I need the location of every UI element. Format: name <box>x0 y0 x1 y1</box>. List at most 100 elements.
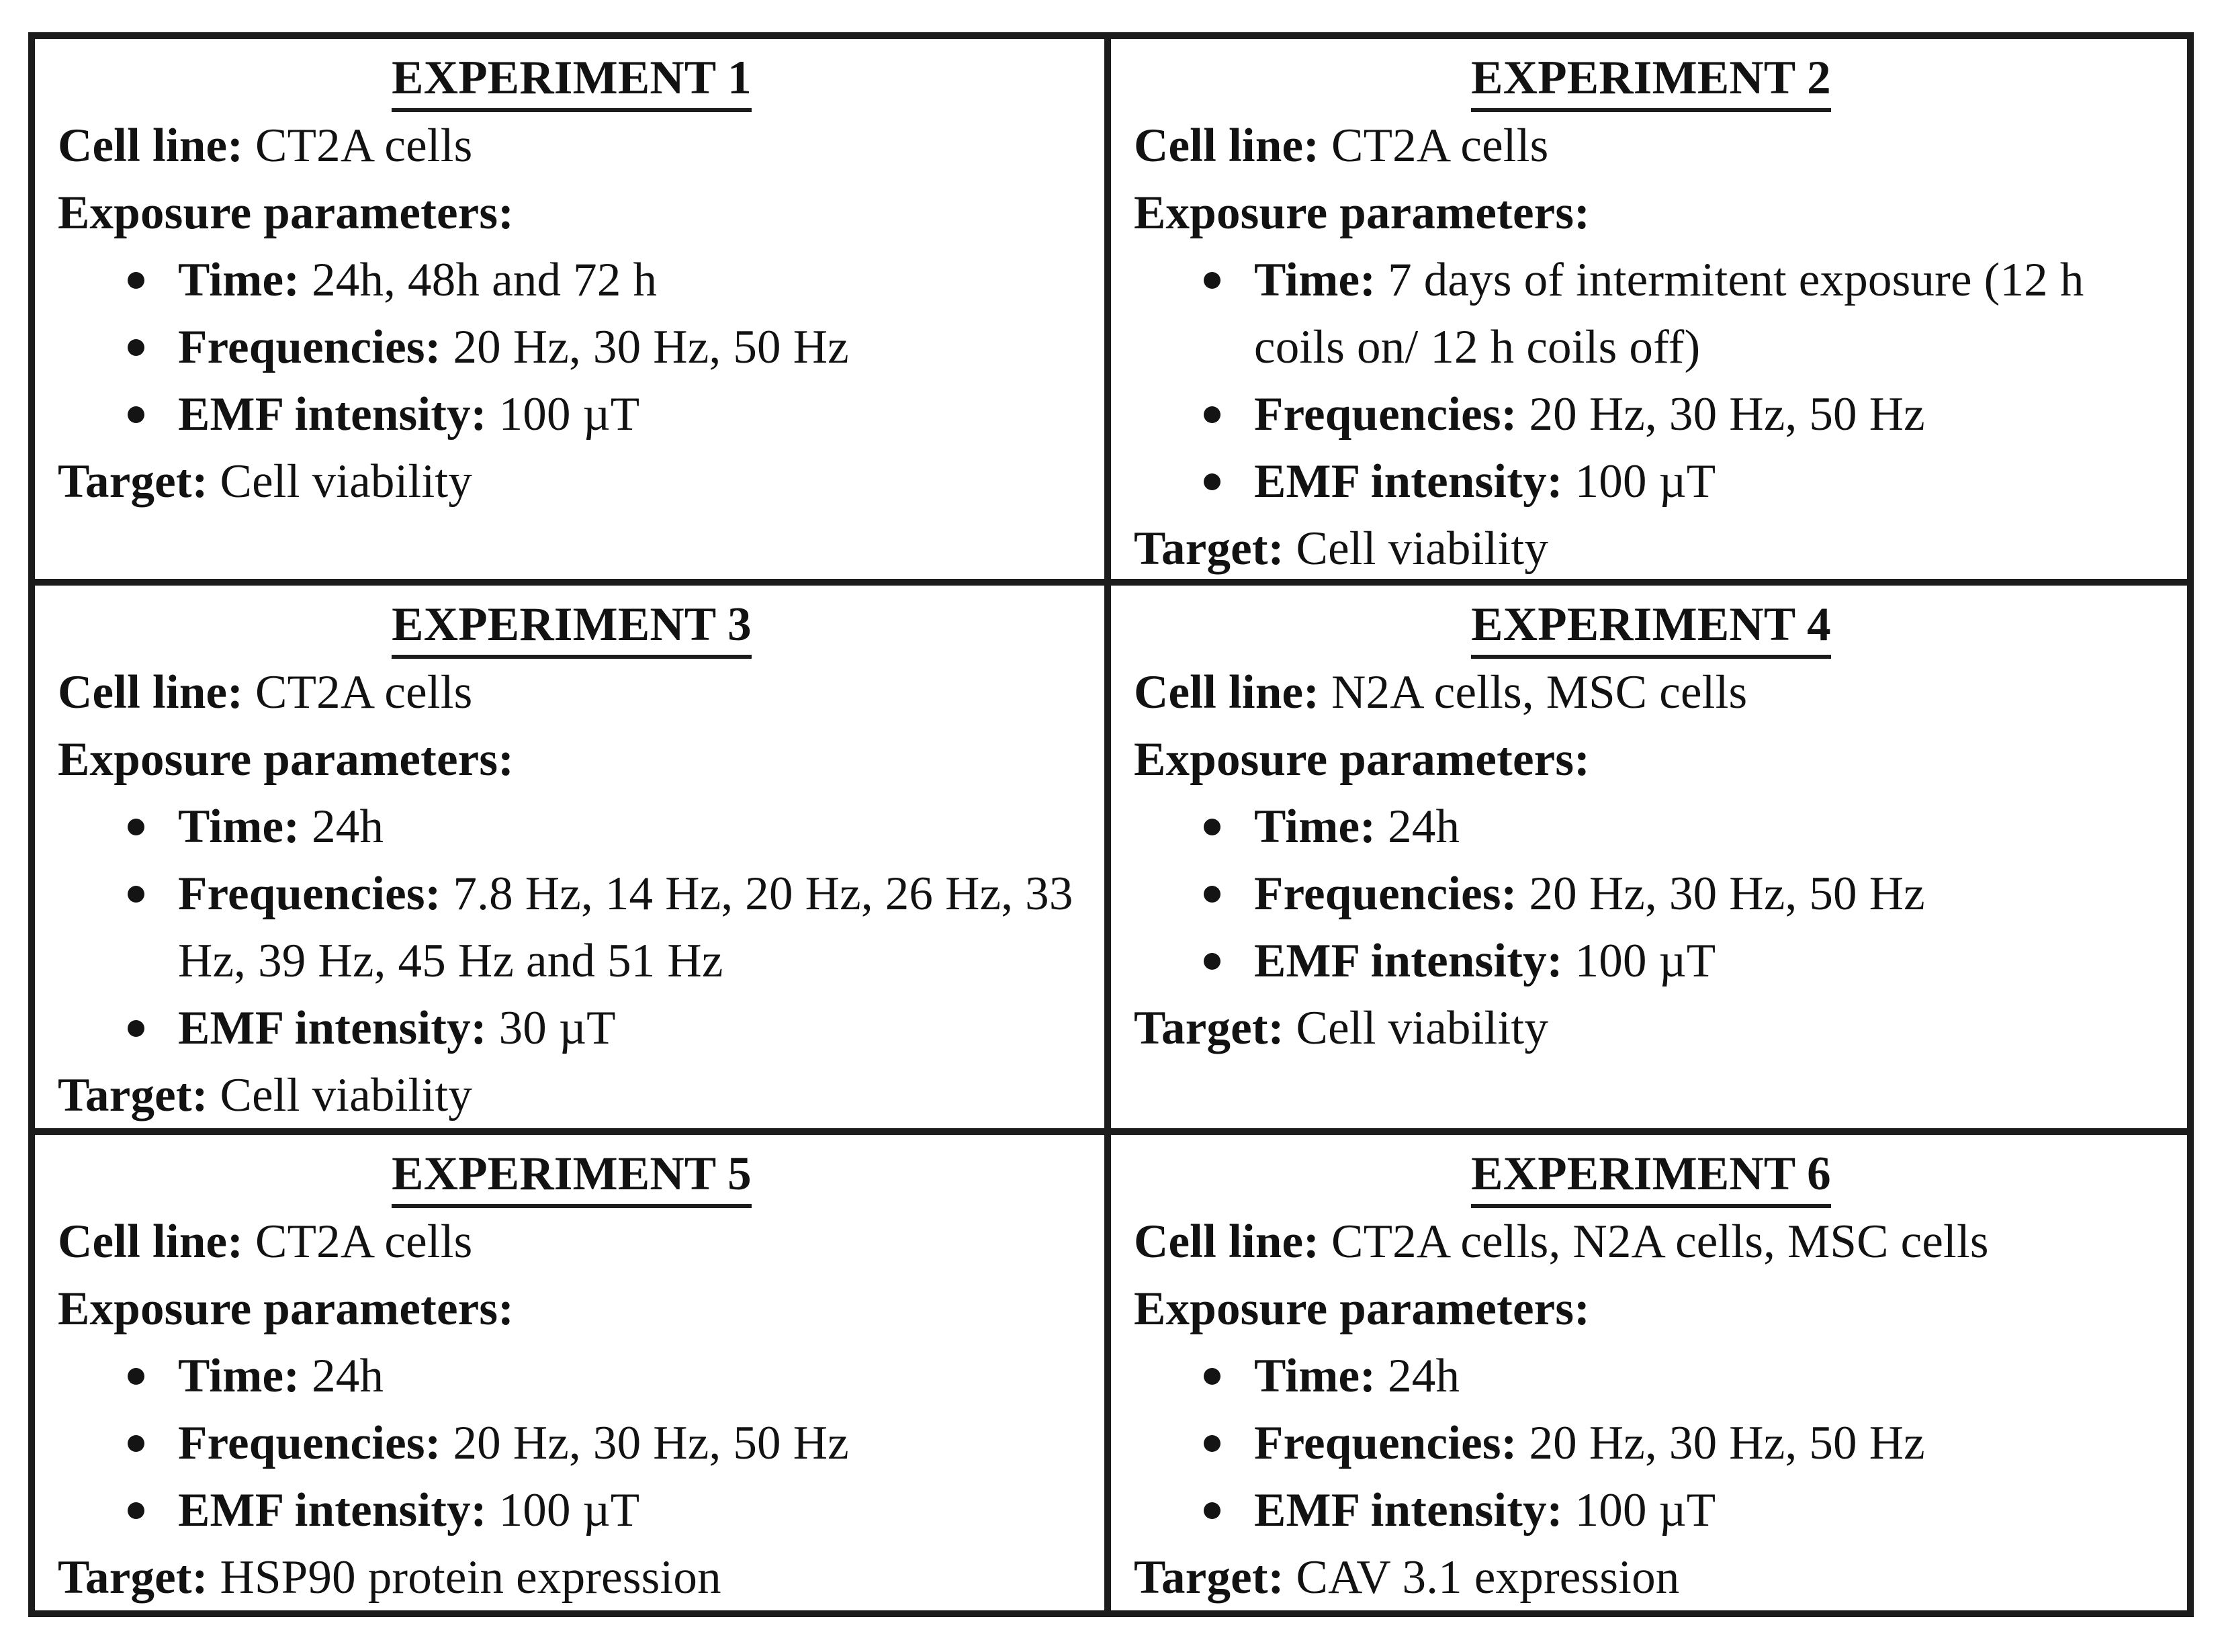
exposure-parameters-row: Exposure parameters: <box>58 179 1085 246</box>
experiment-6-title-text: EXPERIMENT 6 <box>1471 1144 1831 1208</box>
target-row: Target: Cell viability <box>58 448 1085 515</box>
experiment-1-title-text: EXPERIMENT 1 <box>392 48 752 112</box>
emf-intensity-label: EMF intensity: <box>1254 1484 1563 1536</box>
time-item: Time: 24h <box>58 793 1085 860</box>
time-label: Time: <box>1254 1350 1376 1402</box>
exposure-parameters-label: Exposure parameters: <box>58 1283 515 1335</box>
exposure-parameters-list: Time: 24h Frequencies: 20 Hz, 30 Hz, 50 … <box>1134 1342 2168 1544</box>
target-value: HSP90 protein expression <box>220 1551 721 1604</box>
target-value: Cell viability <box>1296 1002 1549 1054</box>
cell-line-label: Cell line: <box>1134 1215 1320 1268</box>
frequencies-label: Frequencies: <box>1254 388 1517 441</box>
frequencies-value: 20 Hz, 30 Hz, 50 Hz <box>1529 868 1925 920</box>
frequencies-label: Frequencies: <box>178 321 441 373</box>
frequencies-value: 20 Hz, 30 Hz, 50 Hz <box>453 1417 849 1469</box>
cell-line-value: CT2A cells, N2A cells, MSC cells <box>1331 1215 1989 1268</box>
emf-intensity-value: 30 µT <box>498 1002 616 1054</box>
cell-line-value: N2A cells, MSC cells <box>1331 666 1748 719</box>
emf-intensity-label: EMF intensity: <box>178 388 487 441</box>
exposure-parameters-list: Time: 7 days of intermitent exposure (12… <box>1134 246 2168 515</box>
exposure-parameters-label: Exposure parameters: <box>1134 187 1591 239</box>
bullet-icon <box>1204 953 1220 970</box>
frequencies-item: Frequencies: 20 Hz, 30 Hz, 50 Hz <box>1134 381 2168 448</box>
experiment-5-title: EXPERIMENT 5 <box>58 1140 1085 1208</box>
cell-line-label: Cell line: <box>58 1215 244 1268</box>
cell-line-value: CT2A cells <box>255 120 473 172</box>
target-value: Cell viability <box>220 455 473 508</box>
frequencies-value: 20 Hz, 30 Hz, 50 Hz <box>453 321 849 373</box>
target-value: CAV 3.1 expression <box>1296 1551 1680 1604</box>
emf-intensity-label: EMF intensity: <box>1254 455 1563 508</box>
frequencies-item: Frequencies: 20 Hz, 30 Hz, 50 Hz <box>1134 1410 2168 1477</box>
target-label: Target: <box>1134 522 1284 575</box>
cell-line-row: Cell line: CT2A cells <box>58 659 1085 726</box>
experiment-card-6: EXPERIMENT 6 Cell line: CT2A cells, N2A … <box>1111 1135 2187 1610</box>
experiment-4-title-text: EXPERIMENT 4 <box>1471 595 1831 659</box>
exposure-parameters-row: Exposure parameters: <box>58 1275 1085 1342</box>
exposure-parameters-list: Time: 24h, 48h and 72 h Frequencies: 20 … <box>58 246 1085 448</box>
experiment-3-title-text: EXPERIMENT 3 <box>392 595 752 659</box>
frequencies-item: Frequencies: 20 Hz, 30 Hz, 50 Hz <box>58 314 1085 381</box>
frequencies-label: Frequencies: <box>178 868 441 920</box>
bullet-icon <box>128 1368 144 1385</box>
bullet-icon <box>1204 819 1220 835</box>
experiment-5-title-text: EXPERIMENT 5 <box>392 1144 752 1208</box>
time-value: 24h, 48h and 72 h <box>312 254 658 306</box>
target-label: Target: <box>58 1069 208 1121</box>
exposure-parameters-label: Exposure parameters: <box>58 187 515 239</box>
experiment-card-5: EXPERIMENT 5 Cell line: CT2A cells Expos… <box>35 1135 1111 1610</box>
target-row: Target: CAV 3.1 expression <box>1134 1544 2168 1610</box>
bullet-icon <box>1204 406 1220 423</box>
frequencies-value: 7.8 Hz, 14 Hz, 20 Hz, 26 Hz, 33 Hz, 39 H… <box>178 868 1073 987</box>
time-value: 7 days of intermitent exposure (12 h coi… <box>1254 254 2084 373</box>
experiment-1-title: EXPERIMENT 1 <box>58 44 1085 112</box>
time-value: 24h <box>312 1350 384 1402</box>
experiments-table: EXPERIMENT 1 Cell line: CT2A cells Expos… <box>28 32 2194 1617</box>
experiment-2-title: EXPERIMENT 2 <box>1134 44 2168 112</box>
emf-intensity-value: 100 µT <box>498 1484 640 1536</box>
bullet-icon <box>128 1435 144 1452</box>
emf-intensity-item: EMF intensity: 100 µT <box>58 381 1085 448</box>
emf-intensity-value: 100 µT <box>1574 1484 1716 1536</box>
bullet-icon <box>128 339 144 356</box>
cell-line-label: Cell line: <box>58 666 244 719</box>
cell-line-row: Cell line: CT2A cells <box>58 112 1085 179</box>
time-value: 24h <box>312 800 384 853</box>
cell-line-row: Cell line: N2A cells, MSC cells <box>1134 659 2168 726</box>
cell-line-row: Cell line: CT2A cells <box>1134 112 2168 179</box>
target-row: Target: Cell viability <box>58 1062 1085 1128</box>
exposure-parameters-row: Exposure parameters: <box>1134 1275 2168 1342</box>
frequencies-value: 20 Hz, 30 Hz, 50 Hz <box>1529 388 1925 441</box>
experiment-6-title: EXPERIMENT 6 <box>1134 1140 2168 1208</box>
cell-line-row: Cell line: CT2A cells, N2A cells, MSC ce… <box>1134 1208 2168 1275</box>
target-label: Target: <box>1134 1551 1284 1604</box>
time-value: 24h <box>1388 800 1460 853</box>
time-label: Time: <box>1254 800 1376 853</box>
emf-intensity-item: EMF intensity: 100 µT <box>1134 448 2168 515</box>
time-item: Time: 7 days of intermitent exposure (12… <box>1134 246 2168 381</box>
emf-intensity-item: EMF intensity: 30 µT <box>58 995 1085 1062</box>
bullet-icon <box>1204 886 1220 903</box>
exposure-parameters-label: Exposure parameters: <box>1134 1283 1591 1335</box>
experiment-2-title-text: EXPERIMENT 2 <box>1471 48 1831 112</box>
target-value: Cell viability <box>1296 522 1549 575</box>
bullet-icon <box>1204 473 1220 490</box>
bullet-icon <box>128 406 144 423</box>
emf-intensity-item: EMF intensity: 100 µT <box>58 1477 1085 1544</box>
frequencies-label: Frequencies: <box>178 1417 441 1469</box>
experiment-4-title: EXPERIMENT 4 <box>1134 591 2168 659</box>
cell-line-value: CT2A cells <box>1331 120 1549 172</box>
exposure-parameters-row: Exposure parameters: <box>1134 726 2168 793</box>
cell-line-label: Cell line: <box>58 120 244 172</box>
exposure-parameters-row: Exposure parameters: <box>1134 179 2168 246</box>
time-item: Time: 24h <box>58 1342 1085 1410</box>
bullet-icon <box>128 819 144 835</box>
exposure-parameters-label: Exposure parameters: <box>58 733 515 786</box>
emf-intensity-value: 100 µT <box>498 388 640 441</box>
bullet-icon <box>128 272 144 289</box>
emf-intensity-label: EMF intensity: <box>178 1002 487 1054</box>
frequencies-value: 20 Hz, 30 Hz, 50 Hz <box>1529 1417 1925 1469</box>
emf-intensity-value: 100 µT <box>1574 455 1716 508</box>
bullet-icon <box>128 1502 144 1519</box>
bullet-icon <box>1204 1435 1220 1452</box>
